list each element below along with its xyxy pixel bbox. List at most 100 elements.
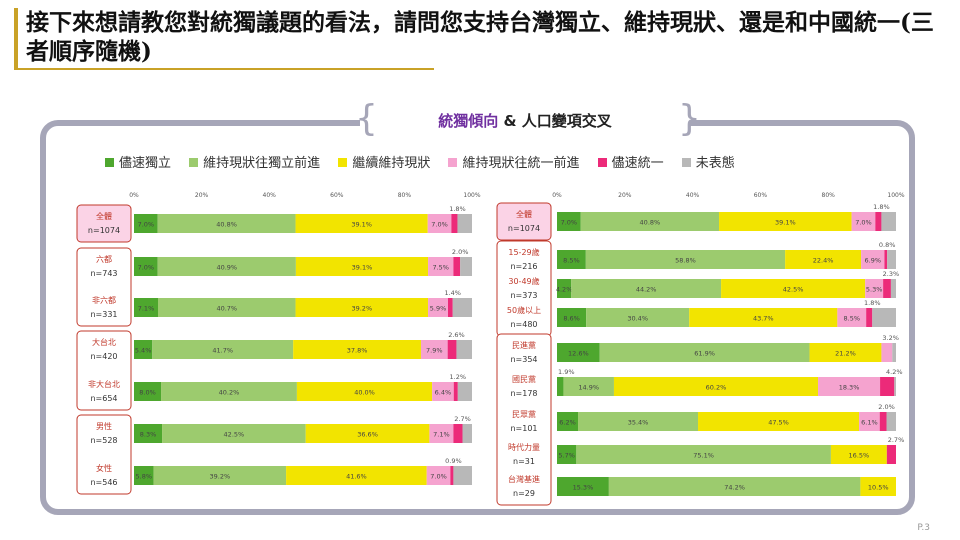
data-label: 47.5% (768, 419, 789, 427)
row-n: n=1074 (88, 226, 120, 235)
legend-swatch (338, 158, 348, 167)
data-label: 8.6% (563, 315, 580, 323)
bar-segment (860, 477, 896, 496)
data-label: 7.9% (426, 347, 443, 355)
data-label: 1.2% (450, 373, 467, 381)
data-label: 8.5% (563, 257, 580, 265)
bar-segment (861, 250, 885, 269)
bar-segment (785, 250, 862, 269)
data-label: 15.3% (573, 484, 594, 492)
data-label: 8.0% (139, 389, 156, 397)
data-label: 42.5% (783, 286, 804, 294)
data-label: 18.3% (839, 384, 860, 392)
bar-segment (883, 279, 891, 298)
bar-segment (452, 298, 472, 317)
row-group-box (76, 330, 132, 411)
data-label: 16.5% (849, 452, 870, 460)
data-label: 7.0% (430, 473, 447, 481)
bar-segment (305, 424, 430, 443)
bar-segment (450, 466, 454, 485)
bar-segment (884, 250, 888, 269)
left-brace: { (355, 98, 378, 139)
bar-segment (157, 214, 296, 233)
bar-segment (557, 343, 600, 362)
x-tick-label: 80% (398, 192, 412, 199)
bar-segment (887, 250, 896, 269)
legend-item: 繼續維持現狀 (338, 152, 430, 171)
row-label: 時代力量 (508, 442, 540, 452)
bar-segment (426, 466, 451, 485)
bar-segment (586, 308, 690, 327)
bar-segment (557, 377, 564, 396)
data-label: 14.9% (578, 384, 599, 392)
legend-swatch (448, 158, 458, 167)
data-label: 1.4% (444, 289, 461, 297)
data-label: 74.2% (724, 484, 745, 492)
data-label: 2.7% (888, 436, 905, 444)
row-group-box (76, 247, 132, 327)
row-label: 國民黨 (512, 374, 536, 384)
row-group-box (496, 333, 552, 506)
banner-rest: & 人口變項交叉 (498, 112, 612, 130)
bar-segment (557, 279, 572, 298)
bar-segment (890, 279, 896, 298)
bar-segment (295, 214, 428, 233)
data-label: 58.8% (675, 257, 696, 265)
bar-segment (886, 412, 896, 431)
bar-segment (886, 445, 896, 464)
data-label: 6.4% (435, 389, 452, 397)
data-label: 1.9% (558, 368, 575, 376)
bar-segment (557, 308, 587, 327)
x-tick-label: 40% (263, 192, 277, 199)
banner-background (360, 102, 690, 138)
legend-swatch (597, 158, 607, 167)
bar-segment (448, 298, 453, 317)
bar-segment (872, 308, 896, 327)
data-label: 39.2% (210, 473, 231, 481)
bar-segment (866, 308, 873, 327)
bar-segment (892, 343, 896, 362)
bar-segment (453, 424, 463, 443)
row-n: n=331 (90, 310, 117, 319)
data-label: 7.5% (432, 264, 449, 272)
bar-segment (719, 212, 852, 231)
row-n: n=354 (510, 355, 537, 364)
row-label: 非大台北 (88, 379, 120, 389)
page-number: P.3 (917, 523, 930, 533)
bar-segment (557, 477, 609, 496)
row-group-box (496, 202, 552, 241)
bar-segment (721, 279, 866, 298)
bar-segment (580, 212, 720, 231)
bar-segment (162, 424, 306, 443)
data-label: 7.0% (138, 221, 155, 229)
data-label: 5.9% (430, 305, 447, 313)
x-tick-label: 0% (129, 192, 139, 199)
data-label: 2.0% (878, 403, 895, 411)
bar-segment (157, 298, 296, 317)
banner-highlight: 統獨傾向 (438, 112, 499, 130)
x-tick-label: 60% (754, 192, 768, 199)
data-label: 2.0% (452, 248, 469, 256)
bar-segment (457, 214, 472, 233)
bar-segment (689, 308, 838, 327)
bar-segment (293, 340, 421, 359)
bar-segment (576, 445, 831, 464)
data-label: 40.8% (216, 221, 237, 229)
data-label: 5.3% (866, 286, 883, 294)
bar-segment (571, 279, 722, 298)
data-label: 22.4% (813, 257, 834, 265)
legend-item: 維持現狀往獨立前進 (189, 152, 320, 171)
row-label: 男性 (96, 421, 112, 431)
data-label: 36.6% (357, 431, 378, 439)
row-label: 台灣基進 (508, 474, 540, 484)
right-brace: } (678, 98, 701, 139)
bar-segment (153, 466, 287, 485)
legend-swatch (105, 158, 114, 167)
data-label: 8.5% (844, 315, 861, 323)
bar-segment (875, 212, 882, 231)
row-group-box (76, 204, 132, 243)
data-label: 4.2% (886, 368, 903, 376)
data-label: 1.8% (864, 299, 881, 307)
x-tick-label: 100% (887, 192, 904, 199)
